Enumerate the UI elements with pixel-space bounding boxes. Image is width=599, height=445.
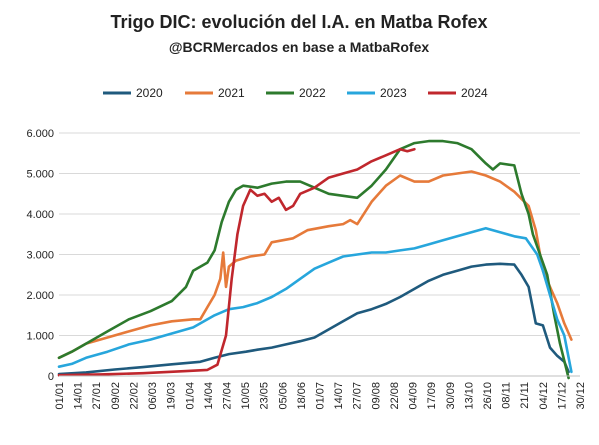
series-line-2024 (57, 147, 416, 377)
y-tick-label: 3.000 (26, 250, 54, 262)
series-line-2022 (57, 139, 570, 380)
x-tick-label: 22/02 (128, 382, 140, 410)
series-group (57, 139, 573, 380)
y-tick-label: 4.000 (26, 209, 54, 221)
chart-title: Trigo DIC: evolución del I.A. en Matba R… (110, 12, 487, 32)
x-tick-label: 27/07 (352, 382, 364, 410)
x-tick-label: 30/09 (445, 382, 457, 410)
legend-label-2021: 2021 (218, 86, 245, 100)
series-line-2020 (57, 262, 570, 376)
legend-label-2020: 2020 (136, 86, 163, 100)
axes: 0 1.000 2.000 3.000 4.000 5.000 6.000 01/01 14/0… (26, 128, 587, 410)
x-tick-label: 17/09 (426, 382, 438, 410)
legend-label-2022: 2022 (299, 86, 326, 100)
x-tick-label: 21/11 (519, 382, 531, 409)
y-tick-label: 6.000 (26, 128, 54, 140)
series-line-2023 (57, 226, 573, 374)
x-tick-label: 08/11 (501, 382, 513, 409)
y-tick-label: 0 (48, 371, 54, 383)
y-tick-label: 5.000 (26, 169, 54, 181)
series-line-2021 (57, 170, 573, 360)
x-tick-label: 17/12 (556, 382, 568, 410)
x-tick-label: 14/07 (333, 382, 345, 410)
x-tick-label: 01/01 (54, 382, 66, 410)
x-tick-label: 19/03 (166, 382, 178, 410)
x-tick-label: 27/01 (91, 382, 103, 410)
legend-label-2024: 2024 (461, 86, 488, 100)
x-tick-label: 23/05 (259, 382, 271, 410)
x-tick-label: 14/04 (203, 382, 215, 410)
x-tick-label: 14/01 (73, 382, 85, 410)
x-tick-label: 06/03 (147, 382, 159, 410)
x-tick-label: 09/08 (370, 382, 382, 410)
x-tick-label: 09/02 (110, 382, 122, 410)
x-tick-label: 04/09 (408, 382, 420, 410)
y-tick-label: 1.000 (26, 331, 54, 343)
x-tick-label: 04/12 (538, 382, 550, 410)
x-tick-label: 22/08 (389, 382, 401, 410)
x-tick-label: 18/06 (296, 382, 308, 410)
x-tick-label: 01/07 (315, 382, 327, 410)
x-tick-label: 01/04 (184, 382, 196, 410)
x-tick-label: 26/10 (482, 382, 494, 410)
y-tick-label: 2.000 (26, 290, 54, 302)
x-tick-label: 10/05 (240, 382, 252, 410)
legend-label-2023: 2023 (380, 86, 407, 100)
legend: 2020 2021 2022 2023 2024 (103, 86, 488, 100)
x-tick-label: 27/04 (221, 382, 233, 410)
x-tick-label: 05/06 (277, 382, 289, 410)
x-tick-label: 30/12 (575, 382, 587, 410)
chart-subtitle: @BCRMercados en base a MatbaRofex (169, 39, 429, 55)
x-tick-label: 13/10 (463, 382, 475, 410)
